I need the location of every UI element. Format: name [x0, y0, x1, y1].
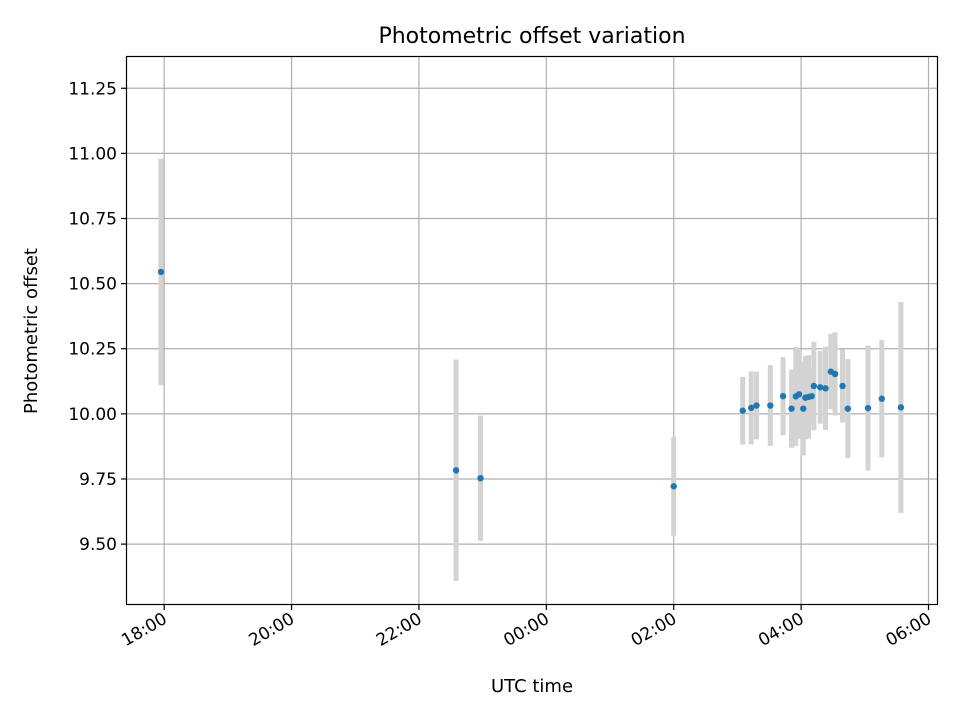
- data-point: [864, 404, 872, 412]
- data-point: [767, 402, 774, 409]
- y-tick-label: 11.25: [68, 79, 117, 99]
- y-tick-label: 10.50: [68, 275, 117, 295]
- data-point: [800, 405, 807, 412]
- data-point: [810, 382, 818, 390]
- x-tick-label: 00:00: [500, 609, 552, 651]
- x-tick-label: 02:00: [628, 609, 680, 651]
- data-point: [788, 405, 795, 412]
- data-point: [670, 483, 677, 490]
- data-point: [831, 370, 839, 378]
- y-axis-label: Photometric offset: [21, 248, 42, 414]
- data-point: [897, 404, 905, 411]
- x-tick-label: 22:00: [373, 609, 425, 651]
- data-point: [157, 268, 165, 276]
- y-tick-label: 10.25: [68, 340, 117, 360]
- data-point: [817, 384, 824, 391]
- errorbars: [158, 158, 904, 582]
- data-point: [452, 467, 460, 474]
- y-tick-label: 11.00: [68, 144, 117, 164]
- y-tick-label: 9.75: [79, 470, 117, 490]
- x-tick-label: 20:00: [246, 609, 298, 651]
- y-tick-label: 10.75: [68, 209, 117, 229]
- x-axis-label: UTC time: [491, 676, 573, 697]
- y-tick-label: 10.00: [68, 405, 117, 425]
- grid: [127, 57, 937, 604]
- data-point: [779, 392, 787, 400]
- data-points: [157, 268, 905, 490]
- data-point: [748, 404, 755, 412]
- data-point: [844, 405, 852, 412]
- x-tick-label: 06:00: [883, 609, 935, 651]
- x-tick-label: 04:00: [755, 609, 807, 651]
- data-point: [795, 391, 803, 398]
- plot-frame: [125, 55, 939, 606]
- data-point: [878, 395, 885, 402]
- data-point: [477, 474, 484, 482]
- data-point: [753, 402, 760, 409]
- x-tick-label: 18:00: [118, 609, 170, 651]
- y-tick-label: 9.50: [79, 535, 117, 555]
- chart-title: Photometric offset variation: [378, 24, 685, 49]
- data-point: [822, 385, 829, 392]
- data-point: [808, 392, 815, 400]
- data-point: [739, 407, 746, 414]
- data-point: [839, 382, 846, 390]
